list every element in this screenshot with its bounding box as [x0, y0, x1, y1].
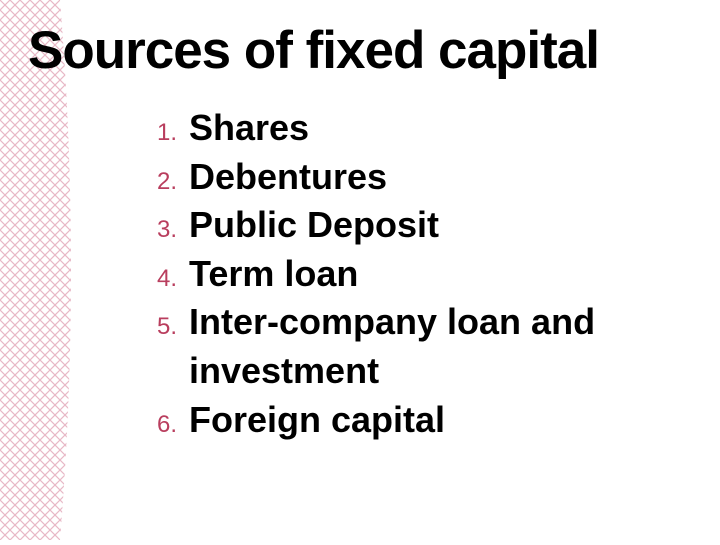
list-number: 5. — [145, 311, 189, 343]
list-number: 2. — [145, 166, 189, 198]
list-item: 6. Foreign capital — [145, 396, 680, 445]
list-item: 2. Debentures — [145, 153, 680, 202]
list-text: Shares — [189, 104, 680, 153]
list-text: Term loan — [189, 250, 680, 299]
numbered-list: 1. Shares 2. Debentures 3. Public Deposi… — [145, 104, 680, 444]
list-text: Foreign capital — [189, 396, 680, 445]
list-number: 6. — [145, 409, 189, 441]
slide-title: Sources of fixed capital — [28, 20, 599, 81]
list-number: 4. — [145, 263, 189, 295]
list-number: 3. — [145, 214, 189, 246]
list-item: 4. Term loan — [145, 250, 680, 299]
list-item: 3. Public Deposit — [145, 201, 680, 250]
list-text: Inter-company loan and investment — [189, 298, 680, 395]
list-item: 1. Shares — [145, 104, 680, 153]
list-text: Debentures — [189, 153, 680, 202]
list-number: 1. — [145, 117, 189, 149]
decorative-sidebar — [0, 0, 82, 540]
list-item: 5. Inter-company loan and investment — [145, 298, 680, 395]
list-text: Public Deposit — [189, 201, 680, 250]
